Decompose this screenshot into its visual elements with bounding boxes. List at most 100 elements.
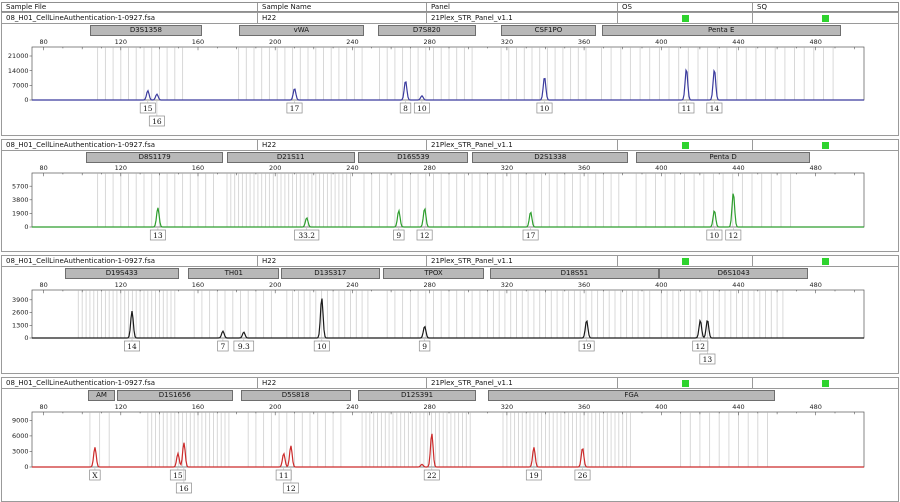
marker-band: AM D1S1656 D5S818 D12S391 FGA [2,389,898,402]
allele-label[interactable]: 14 [706,102,723,114]
marker-d21s11: D21S11 [227,152,355,163]
allele-label[interactable]: 12 [692,340,709,352]
allele-label[interactable]: 11 [275,469,292,481]
svg-text:6000: 6000 [12,432,29,440]
allele-label[interactable]: 13 [699,353,716,365]
marker-am: AM [88,390,116,401]
os-status-cell [618,140,753,150]
allele-label[interactable]: 26 [574,469,591,481]
allele-label[interactable]: 16 [175,482,192,494]
marker-d2s1338: D2S1338 [472,152,629,163]
svg-text:15: 15 [143,104,153,113]
svg-text:0: 0 [24,334,28,342]
electropherogram-black-channel: 80 120 160 200 240 280 320 360 400 440 48013002600… [12,281,865,365]
y-axis: 3000 6000 9000 0 [12,417,32,471]
marker-vwa: vWA [238,25,365,36]
marker-d6s1043: D6S1043 [659,268,809,279]
marker-penta-d: Penta D [636,152,810,163]
svg-text:440: 440 [732,164,744,172]
sq-status-cell [753,378,898,388]
y-axis: 1900 3800 5700 0 [12,182,32,231]
svg-text:480: 480 [809,164,821,172]
allele-label[interactable]: 13 [149,229,166,241]
column-header-sq: SQ [757,3,767,11]
allele-label[interactable]: 8 [399,102,412,114]
os-status-square [681,257,689,265]
svg-text:1900: 1900 [12,210,29,218]
svg-text:120: 120 [115,38,127,46]
svg-text:280: 280 [423,403,435,411]
electropherogram-blue-channel: 80 120 160 200 240 280 320 360 400 440 48070001400… [8,38,865,127]
allele-bin-lines [89,412,768,467]
sample-name-value: H22 [258,13,427,23]
allele-label[interactable]: 22 [423,469,440,481]
allele-label[interactable]: 7 [217,340,229,352]
allele-label[interactable]: 12 [282,482,299,494]
svg-text:400: 400 [655,164,667,172]
allele-label[interactable]: X [89,469,101,481]
allele-label[interactable]: 15 [139,102,156,114]
marker-d7s820: D7S820 [377,25,476,36]
svg-text:10: 10 [540,104,550,113]
allele-label[interactable]: 12 [725,229,742,241]
svg-text:80: 80 [39,164,47,172]
marker-th01: TH01 [188,268,280,279]
allele-label[interactable]: 16 [148,115,165,127]
sample-file-value: 08_H01_CellLineAuthentication-1-0927.fsa [2,13,258,23]
os-status-square [681,379,689,387]
plot-box [31,289,865,339]
plot-box [31,411,865,468]
svg-text:9000: 9000 [12,417,29,425]
svg-text:21000: 21000 [8,52,29,60]
allele-label[interactable]: 9.3 [233,340,255,352]
allele-label[interactable]: 17 [522,229,539,241]
svg-text:12: 12 [696,342,706,351]
svg-text:33.2: 33.2 [298,231,315,240]
os-status-cell [618,13,753,23]
svg-text:13: 13 [153,231,163,240]
y-axis: 1300 2600 3900 0 [12,296,32,342]
y-axis: 7000 14000 21000 0 [8,52,32,104]
allele-label[interactable]: 19 [525,469,542,481]
allele-label[interactable]: 10 [313,340,330,352]
marker-d3s1358: D3S1358 [89,25,202,36]
sample-name-value: H22 [258,140,427,150]
allele-label[interactable]: 10 [413,102,430,114]
allele-label[interactable]: 9 [393,229,405,241]
allele-label[interactable]: 12 [416,229,433,241]
marker-d8s1179: D8S1179 [86,152,224,163]
svg-text:12: 12 [729,231,739,240]
allele-label[interactable]: 15 [169,469,186,481]
svg-text:240: 240 [346,164,358,172]
allele-label[interactable]: 33.2 [294,229,320,241]
sample-file-value: 08_H01_CellLineAuthentication-1-0927.fsa [2,140,258,150]
marker-fga: FGA [487,390,776,401]
allele-label[interactable]: 11 [678,102,695,114]
svg-text:12: 12 [420,231,430,240]
allele-label[interactable]: 10 [706,229,723,241]
svg-text:9: 9 [422,342,427,351]
allele-label[interactable]: 9 [418,340,431,352]
electropherogram-green-channel: 80 120 160 200 240 280 320 360 400 440 48019003800… [12,164,865,241]
marker-band: D19S433 TH01 D13S317 TPOX D18S51 D6S1043 [2,267,898,280]
svg-text:26: 26 [578,471,588,480]
allele-bin-lines [77,290,784,338]
panel-value: 21Plex_STR_Panel_v1.1 [427,378,618,388]
svg-text:80: 80 [39,403,47,411]
allele-label[interactable]: 14 [124,340,140,352]
svg-text:17: 17 [526,231,536,240]
x-axis-ruler: 80 120 160 200 240 280 320 360 400 440 480 [39,403,855,416]
svg-text:360: 360 [578,38,590,46]
allele-label[interactable]: 10 [536,102,553,114]
svg-text:320: 320 [501,403,513,411]
marker-d16s539: D16S539 [358,152,469,163]
svg-text:160: 160 [192,38,204,46]
allele-label[interactable]: 17 [286,102,303,114]
svg-text:14: 14 [710,104,720,113]
marker-band: D3S1358 vWA D7S820 CSF1PO Penta E [2,24,898,37]
svg-text:280: 280 [423,164,435,172]
allele-label[interactable]: 19 [578,340,595,352]
marker-d13s317: D13S317 [281,268,380,279]
svg-text:240: 240 [346,403,358,411]
svg-text:400: 400 [655,403,667,411]
